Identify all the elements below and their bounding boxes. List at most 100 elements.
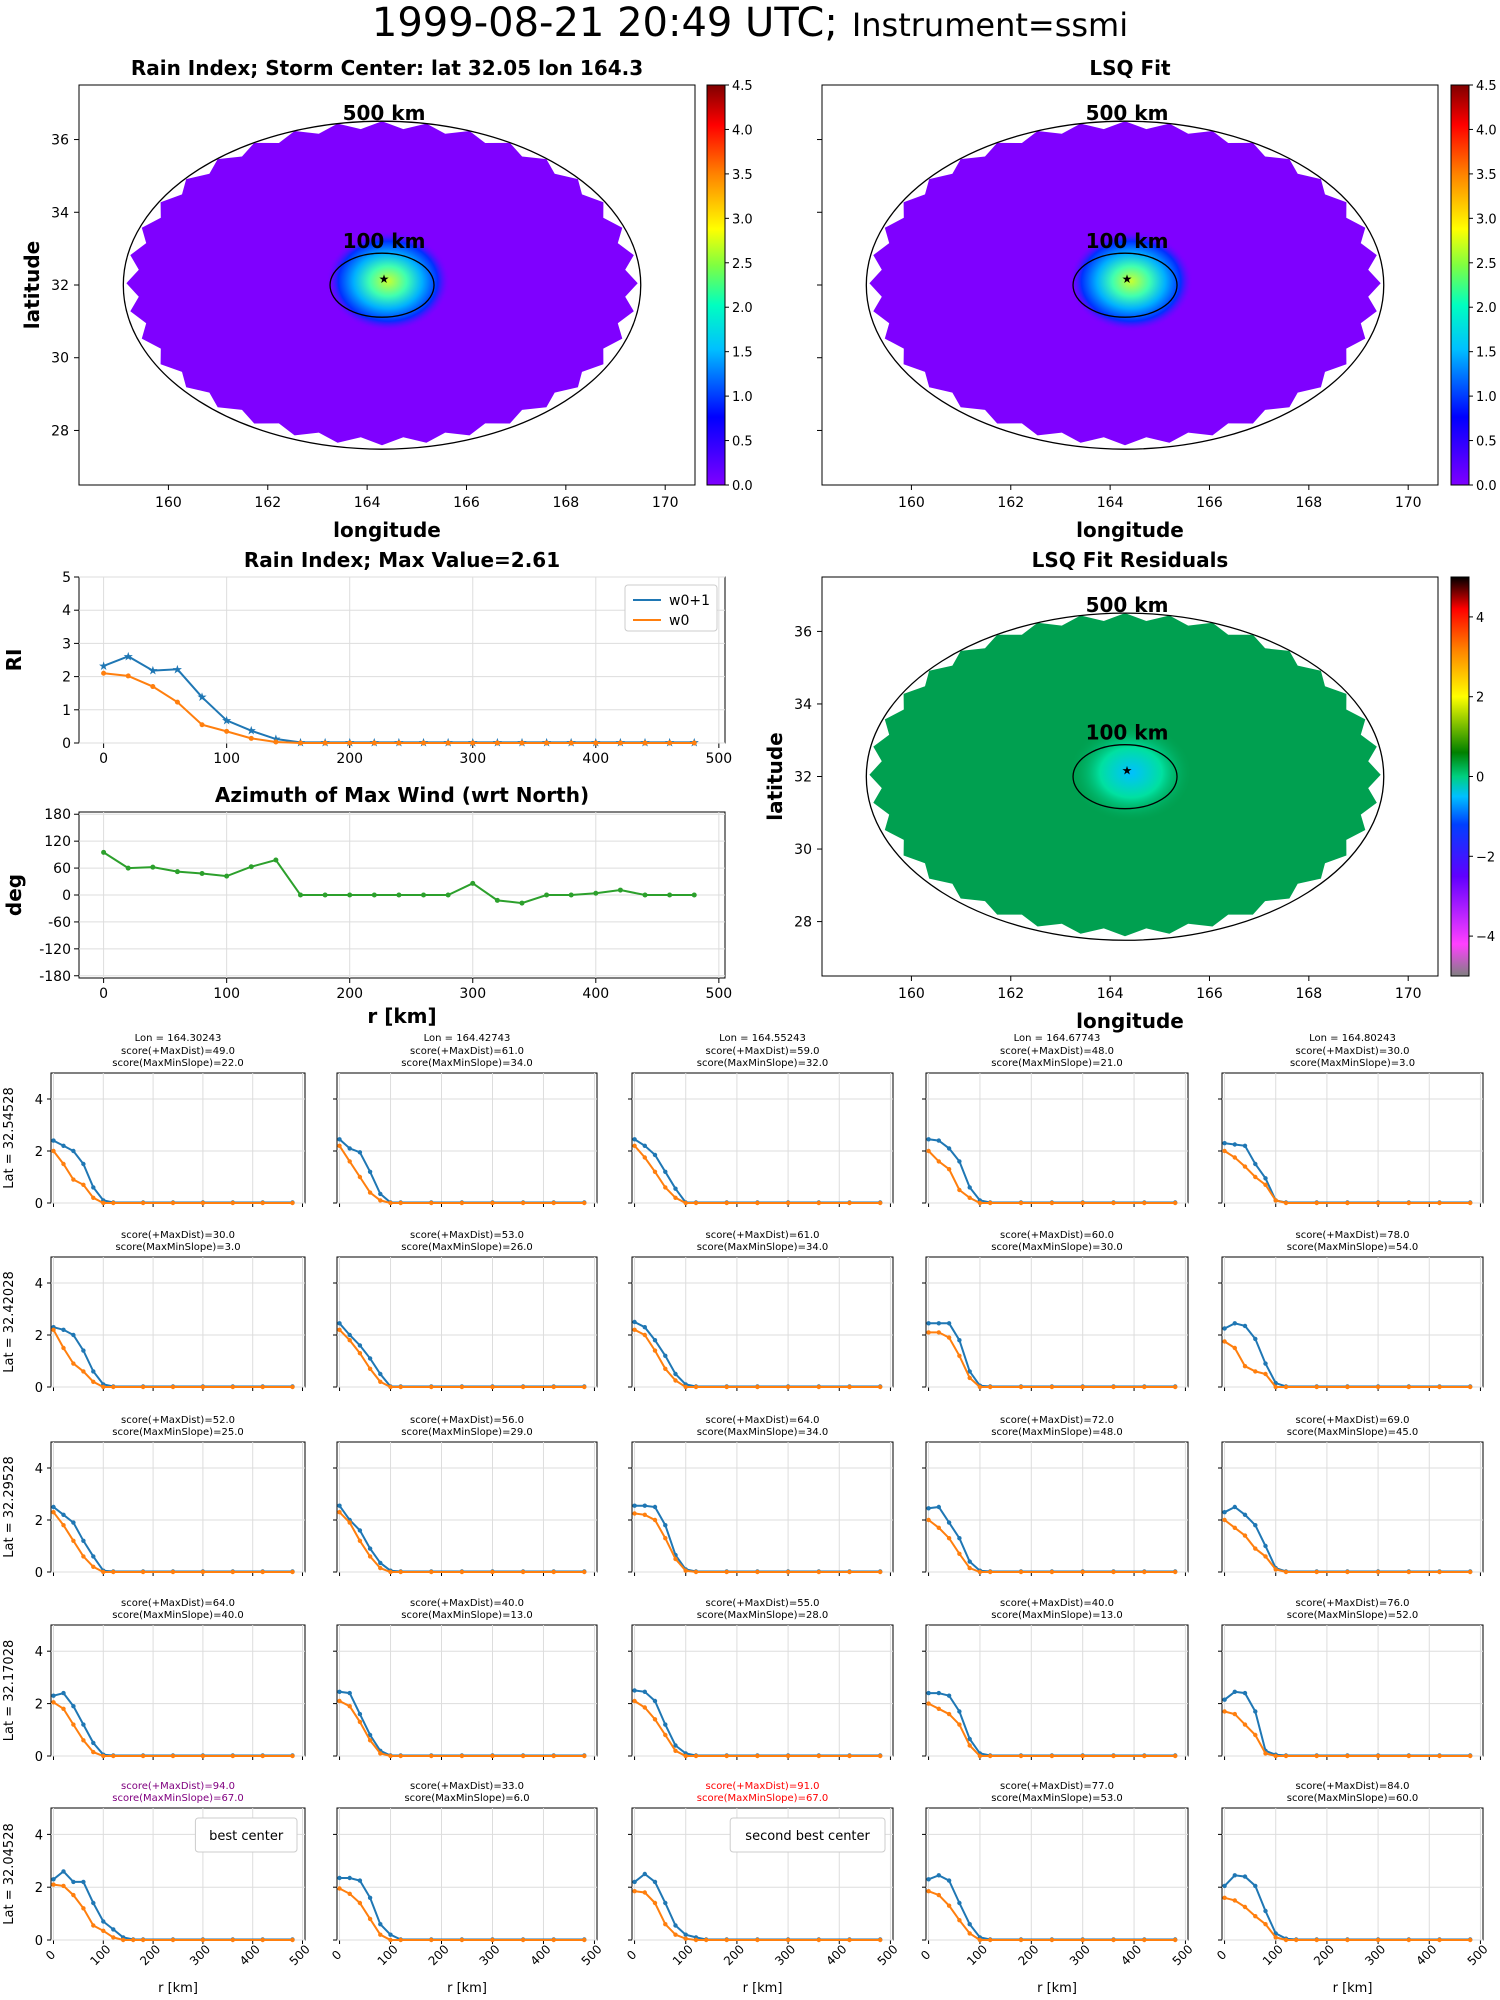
data-point (91, 1195, 96, 1201)
plot-frame (336, 1256, 598, 1388)
data-point (663, 1922, 668, 1927)
data-point (200, 1200, 206, 1206)
grid-cell: score(+MaxDist)=64.0score(MaxMinSlope)=3… (628, 1415, 894, 1576)
data-point (357, 1711, 363, 1717)
score-maxdist: score(+MaxDist)=33.0 (410, 1781, 524, 1792)
data-point (388, 1569, 393, 1575)
data-point (170, 1384, 176, 1390)
data-point (1242, 1874, 1248, 1879)
y-tick-label: 34 (794, 697, 812, 713)
data-point (230, 1937, 235, 1943)
score-maxminslope: score(MaxMinSlope)=67.0 (697, 1793, 828, 1804)
data-point (421, 892, 427, 898)
data-point (693, 1200, 699, 1206)
data-point (936, 1690, 941, 1696)
data-point (683, 1384, 688, 1390)
data-point (1080, 1569, 1085, 1575)
data-point (967, 1375, 972, 1381)
x-tick-label: 200 (426, 1942, 452, 1968)
score-maxdist: score(+MaxDist)=84.0 (1296, 1781, 1410, 1792)
data-point (1232, 1345, 1238, 1351)
x-tick-label: 168 (1295, 986, 1322, 1002)
legend-label: best center (209, 1829, 284, 1844)
data-point (199, 870, 205, 876)
data-point (551, 1569, 556, 1575)
x-tick-label: 200 (336, 986, 363, 1002)
data-point (297, 740, 303, 746)
data-point (91, 1564, 96, 1570)
plot-frame (1221, 1807, 1484, 1941)
data-point (1437, 1569, 1442, 1575)
data-point (663, 1185, 668, 1190)
score-maxdist: score(+MaxDist)=77.0 (1000, 1781, 1114, 1792)
score-maxdist: score(+MaxDist)=78.0 (1296, 1230, 1410, 1241)
data-point (367, 1169, 373, 1175)
x-tick-label: 500 (705, 751, 732, 767)
data-point (1437, 1384, 1442, 1390)
data-point (785, 1384, 791, 1390)
ring-label-100: 100 km (1086, 229, 1169, 253)
y-tick-label: 2 (35, 1514, 43, 1529)
data-point (1263, 1543, 1268, 1549)
data-point (429, 1200, 434, 1206)
data-point (946, 1711, 952, 1717)
data-point (663, 1169, 668, 1175)
data-point (988, 1384, 993, 1390)
ring-500km (865, 612, 1385, 941)
data-point (1049, 1753, 1055, 1759)
data-point (248, 735, 254, 741)
data-point (1173, 1569, 1178, 1575)
data-point (593, 740, 599, 746)
data-point (551, 1937, 556, 1943)
x-tick-label: 400 (823, 1942, 849, 1968)
data-point (459, 1753, 465, 1759)
data-point (957, 1900, 962, 1906)
data-point (1111, 1753, 1116, 1759)
plot-frame (50, 1256, 306, 1388)
y-tick-label: 4 (35, 1093, 43, 1108)
x-tick-label: 200 (1311, 1942, 1337, 1968)
column-title: Lon = 164.67743 (1014, 1033, 1101, 1044)
data-point (337, 1886, 342, 1891)
data-point (174, 699, 180, 705)
data-point (357, 1900, 363, 1906)
grid-cell: score(+MaxDist)=78.0score(MaxMinSlope)=5… (1218, 1230, 1484, 1391)
title-date: 1999-08-21 20:49 UTC; (372, 0, 838, 46)
data-point (459, 1200, 465, 1206)
score-maxdist: score(+MaxDist)=64.0 (121, 1598, 235, 1609)
data-point (673, 1195, 678, 1201)
data-point (337, 1510, 342, 1515)
data-point (1345, 1753, 1350, 1759)
data-point (1222, 1883, 1227, 1889)
ring-500km (122, 120, 642, 450)
data-point (429, 1569, 434, 1575)
data-point (1049, 1384, 1055, 1390)
x-tick-label: 160 (155, 495, 182, 511)
data-point (1263, 1751, 1268, 1756)
y-tick-label: 0 (62, 888, 71, 904)
data-point (642, 1325, 647, 1330)
x-tick-label: 100 (87, 1942, 113, 1968)
data-point (926, 1517, 931, 1523)
data-point (632, 1143, 637, 1149)
data-point (755, 1569, 760, 1575)
data-point (1253, 1523, 1258, 1528)
data-point (140, 1753, 146, 1759)
data-point (1273, 1567, 1278, 1572)
x-tick-label: 300 (772, 1942, 798, 1968)
plot-frame (925, 1256, 1189, 1388)
x-tick-label: 200 (137, 1942, 163, 1968)
data-point (663, 1353, 668, 1359)
data-point (490, 1937, 495, 1943)
data-point (520, 1753, 526, 1759)
data-point (111, 1200, 116, 1206)
data-point (347, 1875, 352, 1881)
score-maxminslope: score(MaxMinSlope)=29.0 (401, 1427, 532, 1438)
data-point (1242, 1364, 1248, 1369)
column-title: Lon = 164.80243 (1309, 1033, 1396, 1044)
data-point (652, 1900, 658, 1906)
data-point (357, 1878, 363, 1883)
data-point: ★ (197, 690, 208, 704)
x-tick-label: 100 (213, 986, 240, 1002)
data-point (926, 1701, 931, 1706)
